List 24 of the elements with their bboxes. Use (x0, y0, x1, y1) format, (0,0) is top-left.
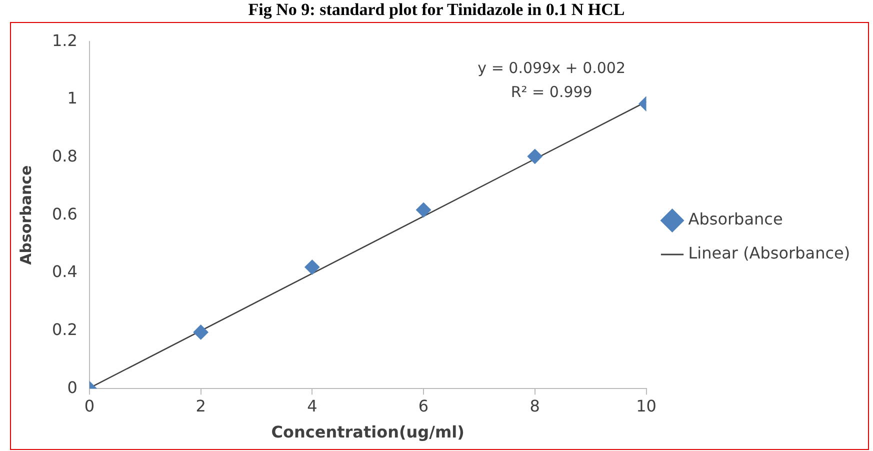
legend-label: Absorbance (688, 210, 783, 229)
x-tick-label: 0 (84, 396, 95, 416)
point (527, 148, 542, 164)
y-tick-label: 0 (67, 378, 78, 397)
point (304, 260, 320, 275)
point (416, 202, 432, 218)
x-tick-label: 4 (307, 396, 318, 416)
y-tick-label: 1.2 (52, 30, 78, 50)
x-tick-label: 2 (196, 396, 206, 416)
y-tick-label: 0.8 (52, 146, 78, 166)
legend-label: Linear (Absorbance) (688, 244, 850, 263)
x-axis-title: Concentration(ug/ml) (271, 422, 464, 442)
annotation: R² = 0.999 (510, 82, 592, 101)
point (193, 324, 208, 340)
x-tick-label: 8 (530, 396, 540, 416)
y-tick-label: 0.2 (52, 320, 78, 339)
chart-title: Fig No 9: standard plot for Tinidazole in 0.1 N HCL (247, 0, 626, 20)
y-tick-label: 1 (67, 88, 78, 108)
annotation: y = 0.099x + 0.002 (478, 58, 626, 77)
x-tick-label: 10 (636, 396, 656, 416)
y-tick-label: 0.6 (52, 204, 78, 224)
y-axis-title: Absorbance (16, 165, 35, 265)
x-tick-label: 6 (418, 396, 429, 416)
y-tick-label: 0.4 (52, 262, 78, 282)
